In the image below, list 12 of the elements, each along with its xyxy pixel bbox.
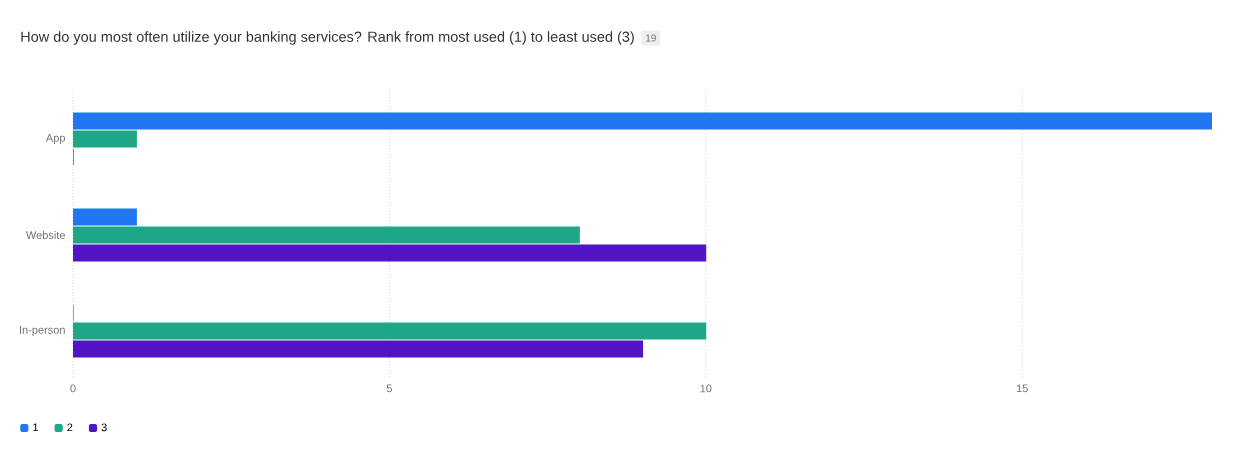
chart-title: How do you most often utilize your banking services? Rank from most used (1) to least used (3) [21, 31, 634, 45]
x-tick-label: 15 [1016, 384, 1028, 393]
y-tick-label: In-person [20, 326, 65, 336]
legend-label: 2 [67, 423, 73, 432]
x-tick-label: 0 [70, 384, 76, 393]
legend-label: 1 [33, 423, 39, 432]
x-tick-label: 10 [700, 384, 712, 393]
y-tick-label: Website [25, 230, 65, 240]
x-tick-label: 5 [386, 384, 392, 393]
legend-label: 3 [101, 423, 107, 432]
y-tick-label: App [45, 134, 65, 144]
chart-subtitle: 19 [646, 34, 656, 42]
